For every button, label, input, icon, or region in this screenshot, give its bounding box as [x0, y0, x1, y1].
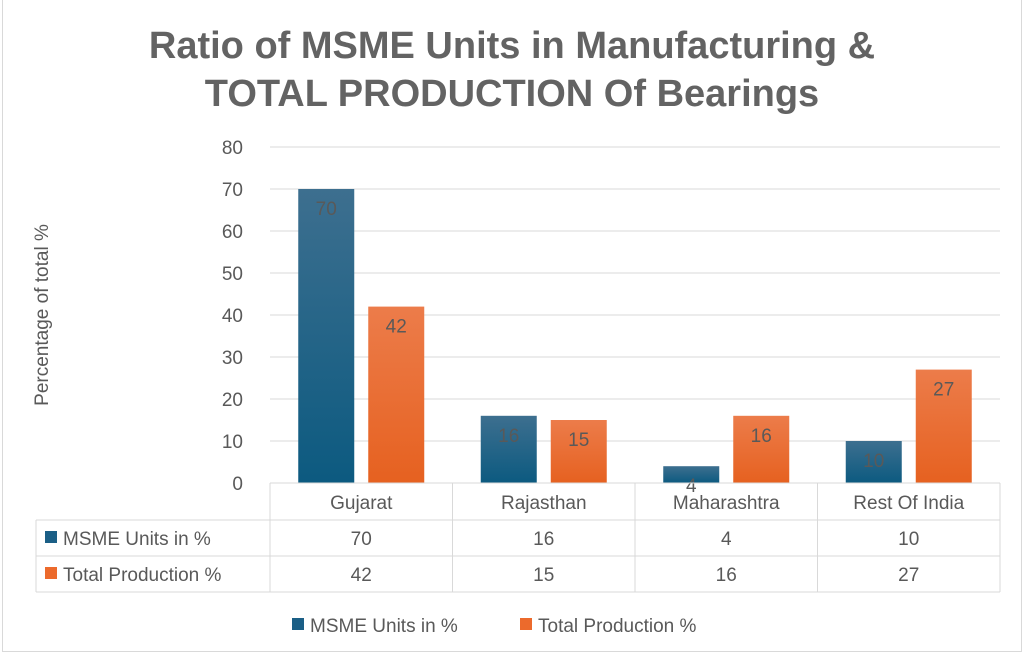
x-category-label: Rajasthan [501, 493, 587, 514]
legend-key-icon [45, 531, 57, 543]
data-label: 16 [751, 426, 772, 447]
table-row-header: Total Production % [63, 565, 222, 586]
bar-msme [845, 441, 902, 483]
y-tick-label: 50 [222, 264, 243, 285]
bar-production [368, 306, 425, 483]
data-label: 15 [568, 430, 589, 451]
chart-title-line-2: TOTAL PRODUCTION Of Bearings [205, 73, 819, 115]
y-tick-label: 30 [222, 348, 243, 369]
y-tick-label: 60 [222, 222, 243, 243]
table-cell: 70 [351, 529, 372, 550]
y-tick-label: 70 [222, 180, 243, 201]
y-tick-label: 80 [222, 138, 243, 159]
table-cell: 4 [721, 529, 732, 550]
x-category-label: Maharashtra [673, 493, 780, 514]
table-cell: 15 [533, 565, 554, 586]
table-cell: 27 [898, 565, 919, 586]
y-tick-label: 20 [222, 390, 243, 411]
table-cell: 10 [898, 529, 919, 550]
bar-msme [663, 466, 720, 483]
data-label: 16 [498, 426, 519, 447]
bar-production [550, 420, 607, 483]
legend-swatch-icon [520, 618, 532, 630]
bar-msme [480, 415, 537, 483]
data-label: 70 [316, 199, 337, 220]
table-cell: 16 [716, 565, 737, 586]
y-axis-label: Percentage of total % [32, 224, 53, 406]
table-cell: 16 [533, 529, 554, 550]
legend-entry: MSME Units in % [310, 616, 458, 637]
x-category-label: Rest Of India [853, 493, 964, 514]
legend-key-icon [45, 567, 57, 579]
y-tick-label: 40 [222, 306, 243, 327]
y-tick-label: 10 [222, 432, 243, 453]
table-cell: 42 [351, 565, 372, 586]
data-label: 4 [686, 476, 697, 497]
table-row-header: MSME Units in % [63, 529, 211, 550]
bar-production [915, 369, 972, 483]
bar-msme [298, 189, 355, 483]
data-label: 27 [933, 380, 954, 401]
legend-swatch-icon [292, 618, 304, 630]
data-label: 10 [863, 451, 884, 472]
y-tick-label: 0 [232, 474, 243, 495]
chart-title-line-1: Ratio of MSME Units in Manufacturing & [149, 25, 875, 67]
bar-production [733, 415, 790, 483]
x-category-label: Gujarat [330, 493, 393, 514]
data-label: 42 [386, 317, 407, 338]
legend-entry: Total Production % [538, 616, 697, 637]
